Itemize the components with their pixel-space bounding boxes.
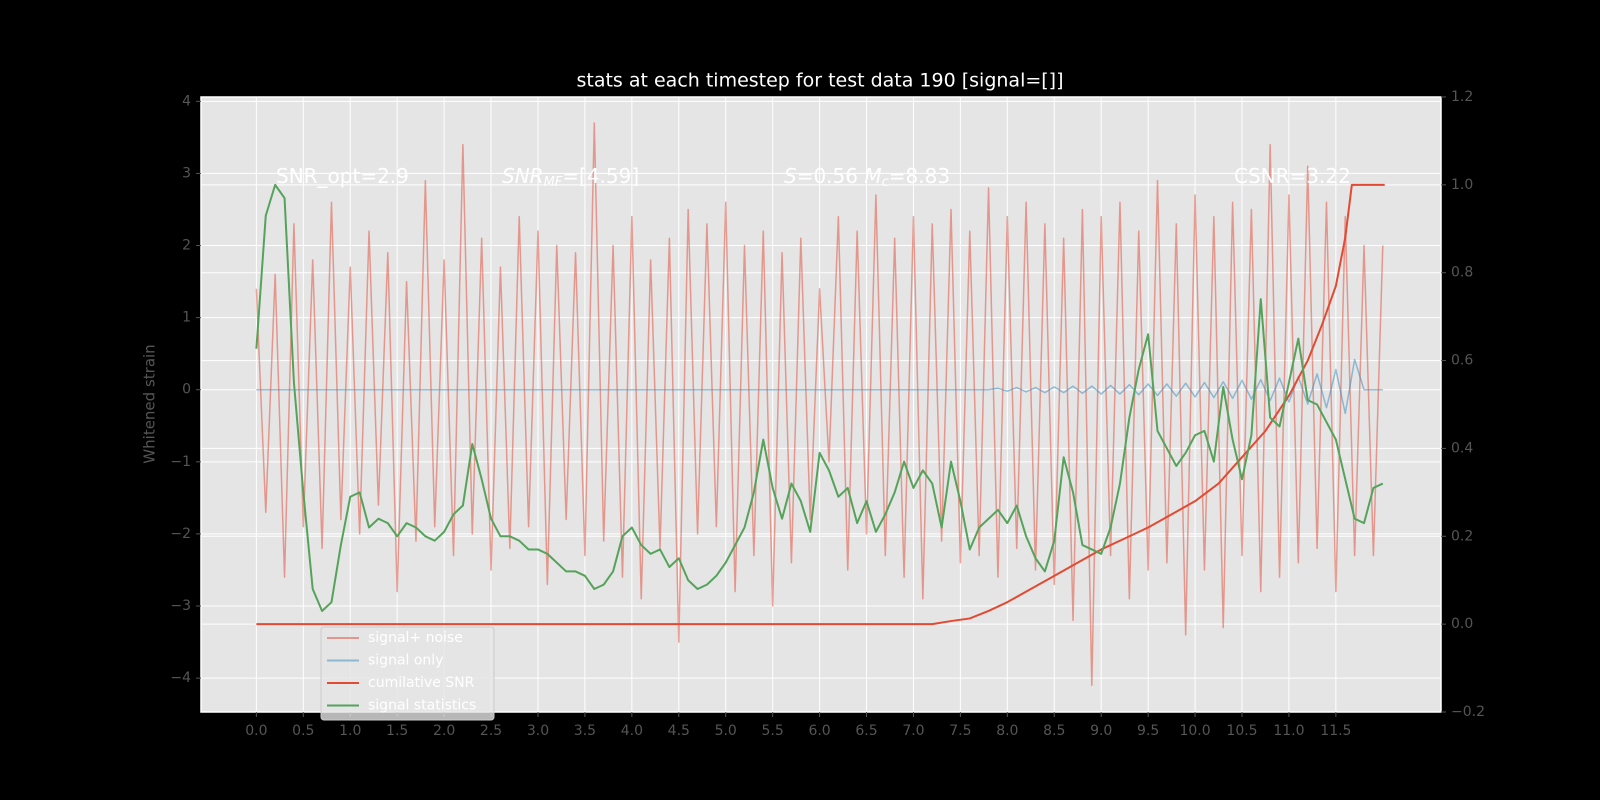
y-tick-label: 2 xyxy=(182,238,191,254)
x-tick-label: 6.5 xyxy=(855,723,877,739)
grid xyxy=(201,96,1441,713)
annotation-part: =8.83 xyxy=(889,164,950,188)
y2-tick-label: 1.2 xyxy=(1451,89,1473,105)
legend: signal+ noise signal only cumilative SNR si… xyxy=(320,626,495,721)
annotation-part: MF xyxy=(544,175,563,190)
y-axis-label: Whitened strain xyxy=(141,344,159,463)
plot-lines xyxy=(255,122,1385,687)
axes-frame xyxy=(200,96,1442,713)
y-tick-label: 4 xyxy=(182,93,191,109)
axes-background xyxy=(201,97,1441,712)
x-tick-label: 9.5 xyxy=(1137,723,1159,739)
annotation-part: SNR xyxy=(502,164,544,188)
x-tick-label: 8.0 xyxy=(996,723,1018,739)
y2-tick-label: −0.2 xyxy=(1451,704,1485,720)
x-tick-label: 11.5 xyxy=(1320,723,1351,739)
annotation-part: SNR_opt=2.9 xyxy=(276,164,409,188)
x-tick-label: 3.5 xyxy=(574,723,596,739)
x-tick-label: 1.0 xyxy=(339,723,361,739)
y-tick-label: 3 xyxy=(182,165,191,181)
annotation-part: M xyxy=(864,164,881,188)
y-tick-label: −3 xyxy=(170,598,191,614)
annotation: S=0.56 Mc=8.83 xyxy=(784,164,950,190)
y-tick-label: −1 xyxy=(170,454,191,470)
annotation: SNR_opt=2.9 xyxy=(276,164,409,188)
annotation-part: =0.56 xyxy=(797,164,865,188)
legend-label: cumilative SNR xyxy=(368,675,475,691)
x-tick-label: 7.0 xyxy=(902,723,924,739)
series-line xyxy=(255,122,1384,687)
annotations: SNR_opt=2.9 SNRMF=[4.59] S=0.56 Mc=8.83 CSN… xyxy=(276,164,1351,190)
y-tick-label: −2 xyxy=(170,526,191,542)
y2-tick-label: 0.8 xyxy=(1451,265,1473,281)
y-tick-label: −4 xyxy=(170,670,191,686)
x-tick-label: 2.5 xyxy=(480,723,502,739)
x-tick-label: 5.5 xyxy=(762,723,784,739)
annotation: SNRMF=[4.59] xyxy=(502,164,639,190)
legend-label: signal+ noise xyxy=(368,630,463,646)
x-tick-label: 1.5 xyxy=(386,723,408,739)
y2-tick-label: 1.0 xyxy=(1451,177,1473,193)
legend-label: signal only xyxy=(368,653,443,669)
series-line xyxy=(255,183,1384,612)
legend-label: signal statistics xyxy=(368,698,476,714)
series-line xyxy=(256,183,1385,626)
legend-box xyxy=(320,626,495,721)
x-tick-label: 10.5 xyxy=(1226,723,1257,739)
x-tick-label: 6.0 xyxy=(808,723,830,739)
x-tick-label: 11.0 xyxy=(1273,723,1304,739)
x-tick-label: 8.5 xyxy=(1043,723,1065,739)
x-tick-label: 10.0 xyxy=(1179,723,1210,739)
annotation-part: =[4.59] xyxy=(562,164,639,188)
x-tick-label: 0.5 xyxy=(292,723,314,739)
x-tick-label: 3.0 xyxy=(527,723,549,739)
x-tick-label: 7.5 xyxy=(949,723,971,739)
annotation-part: S xyxy=(784,164,797,188)
y-tick-label: 1 xyxy=(182,310,191,326)
annotation-part: c xyxy=(882,175,889,190)
ticks: 0.0 0.5 1.0 1.5 2.0 2.5 3.0 3.5 4.0 4.5 5.0 5.5 6.0 6… xyxy=(170,89,1485,739)
y-tick-label: 0 xyxy=(182,382,191,398)
annotation: CSNR=3.22 xyxy=(1234,164,1351,188)
x-tick-label: 4.5 xyxy=(668,723,690,739)
x-tick-label: 9.0 xyxy=(1090,723,1112,739)
annotation-part: CSNR=3.22 xyxy=(1234,164,1351,188)
x-tick-label: 0.0 xyxy=(245,723,267,739)
y2-tick-label: 0.4 xyxy=(1451,440,1473,456)
y2-tick-label: 0.0 xyxy=(1451,616,1473,632)
x-tick-label: 4.0 xyxy=(621,723,643,739)
chart-title: stats at each timestep for test data 190… xyxy=(576,70,1063,92)
y2-tick-label: 0.6 xyxy=(1451,353,1473,369)
x-tick-label: 2.0 xyxy=(433,723,455,739)
x-tick-label: 5.0 xyxy=(715,723,737,739)
series-line xyxy=(256,358,1383,415)
y2-tick-label: 0.2 xyxy=(1451,528,1473,544)
